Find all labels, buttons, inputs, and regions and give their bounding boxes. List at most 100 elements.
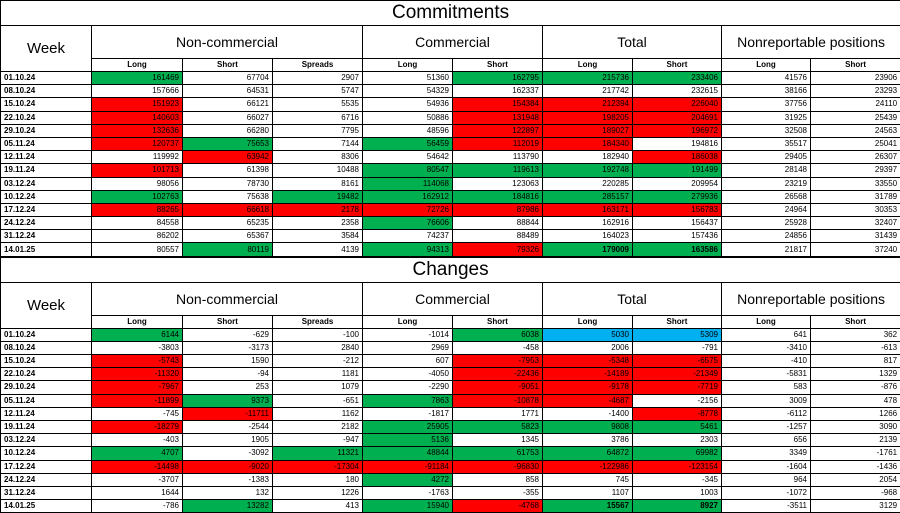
table-row: 12.11.24 -745 -11711 1162 -1817 1771 -1400 -877… [0, 406, 900, 421]
value-cell: 25928 [721, 216, 811, 231]
value-cell: -7953 [452, 353, 543, 369]
value-cell: 279936 [632, 189, 722, 204]
week-cell: 19.11.24 [0, 419, 92, 435]
value-cell: -2544 [182, 419, 273, 435]
commitments-title: Commitments [0, 0, 900, 26]
value-cell: 66121 [182, 97, 273, 112]
value-cell: 194816 [632, 136, 722, 152]
value-cell: -786 [91, 499, 183, 513]
week-cell: 17.12.24 [0, 202, 92, 218]
value-cell: 215736 [542, 70, 633, 86]
value-cell: 75638 [182, 189, 273, 204]
value-cell: -1604 [721, 459, 811, 474]
value-cell: -947 [272, 433, 363, 448]
table-row: 29.10.24 -7967 253 1079 -2290 -9051 -9178 -7719… [0, 380, 900, 395]
value-cell: 65235 [182, 216, 273, 231]
value-cell: 63942 [182, 150, 273, 165]
changes-title: Changes [0, 256, 900, 283]
value-cell: 151923 [91, 97, 183, 112]
week-cell: 05.11.24 [0, 136, 92, 152]
value-cell: 23219 [721, 176, 811, 191]
value-cell: 233406 [632, 70, 722, 86]
week-cell: 12.11.24 [0, 150, 92, 165]
value-cell: -17304 [272, 459, 363, 474]
value-cell: -3511 [721, 499, 811, 513]
value-cell: 38166 [721, 84, 811, 99]
table-row: 19.11.24 101713 61398 10488 80547 119613 19274… [0, 163, 900, 178]
table-row: 22.10.24 -11320 -94 1181 -4050 -22436 -14189 -2… [0, 367, 900, 382]
value-cell: 66027 [182, 110, 273, 125]
value-cell: 37756 [721, 97, 811, 112]
value-cell: -9178 [542, 380, 633, 395]
value-cell: -345 [632, 472, 722, 487]
week-cell: 03.12.24 [0, 176, 92, 191]
value-cell: 745 [542, 472, 633, 487]
value-cell: -403 [91, 433, 183, 448]
value-cell: 1905 [182, 433, 273, 448]
value-cell: 5823 [452, 419, 543, 435]
value-cell: 86202 [91, 229, 183, 244]
value-cell: -5743 [91, 353, 183, 369]
column-header: Long [542, 58, 633, 72]
changes-table: Changes Week Non-commercial Commercial T… [0, 256, 900, 513]
value-cell: 1226 [272, 485, 363, 501]
value-cell: 132636 [91, 123, 183, 138]
value-cell: 5309 [632, 327, 722, 342]
table-row: 05.11.24 -11899 9373 -651 7863 -10878 -4687 -21… [0, 393, 900, 408]
value-cell: 3129 [809, 499, 900, 513]
group-header: Non-commercial [91, 281, 363, 316]
value-cell: 191499 [632, 163, 722, 178]
value-cell: 2840 [272, 340, 363, 356]
week-cell: 08.10.24 [0, 84, 92, 99]
value-cell: -1014 [362, 327, 453, 342]
week-cell: 03.12.24 [0, 433, 92, 448]
value-cell: 9373 [182, 393, 273, 408]
table-row: 10.12.24 4707 -3092 11321 48844 61753 64872 699… [0, 446, 900, 461]
value-cell: 9808 [542, 419, 633, 435]
value-cell: -613 [809, 340, 900, 356]
value-cell: -21349 [632, 367, 722, 382]
table-row: 12.11.24 119992 63942 8306 54642 113790 182940… [0, 150, 900, 165]
week-cell: 17.12.24 [0, 459, 92, 474]
value-cell: 6144 [91, 327, 183, 342]
value-cell: 64531 [182, 84, 273, 99]
value-cell: 180 [272, 472, 363, 487]
value-cell: -122986 [542, 459, 633, 474]
value-cell: 61753 [452, 446, 543, 461]
column-header: Short [632, 314, 722, 329]
value-cell: 64872 [542, 446, 633, 461]
value-cell: 56459 [362, 136, 453, 152]
value-cell: 54642 [362, 150, 453, 165]
week-cell: 31.12.24 [0, 485, 92, 501]
value-cell: 1329 [809, 367, 900, 382]
value-cell: 24856 [721, 229, 811, 244]
value-cell: 1181 [272, 367, 363, 382]
week-cell: 31.12.24 [0, 229, 92, 244]
column-header: Short [452, 314, 543, 329]
value-cell: -1400 [542, 406, 633, 421]
value-cell: 33550 [809, 176, 900, 191]
value-cell: -6575 [632, 353, 722, 369]
value-cell: 220285 [542, 176, 633, 191]
week-header: Week [0, 25, 92, 72]
value-cell: 964 [721, 472, 811, 487]
value-cell: 162795 [452, 70, 543, 86]
value-cell: 7795 [272, 123, 363, 138]
value-cell: 31925 [721, 110, 811, 125]
table-row: 17.12.24 88265 66618 2178 72726 87986 163171 15… [0, 202, 900, 218]
column-header: Short [452, 58, 543, 72]
value-cell: 23293 [809, 84, 900, 99]
week-cell: 29.10.24 [0, 380, 92, 395]
table-row: 14.01.25 80557 80119 4139 94313 79326 179009 16… [0, 242, 900, 257]
value-cell: 48596 [362, 123, 453, 138]
value-cell: 88489 [452, 229, 543, 244]
group-header: Commercial [362, 25, 543, 59]
column-header: Spreads [272, 314, 363, 329]
value-cell: 817 [809, 353, 900, 369]
table-row: 24.12.24 84558 65235 2358 76606 88844 162916 15… [0, 216, 900, 231]
value-cell: 3349 [721, 446, 811, 461]
column-header: Long [542, 314, 633, 329]
value-cell: 198205 [542, 110, 633, 125]
value-cell: 2182 [272, 419, 363, 435]
value-cell: 3090 [809, 419, 900, 435]
